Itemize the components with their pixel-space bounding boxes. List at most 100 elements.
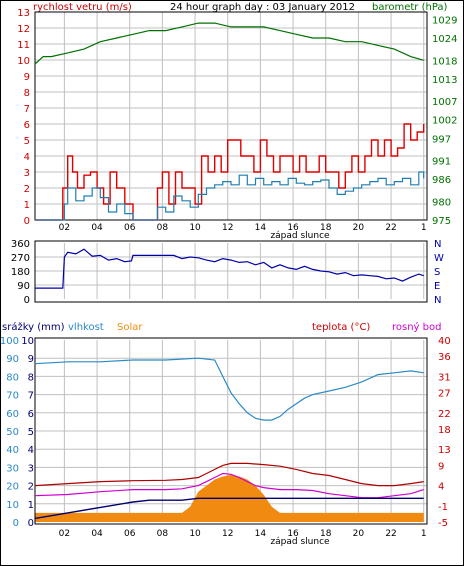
rain-tick: 4 bbox=[28, 445, 34, 456]
climate-panel-frame bbox=[34, 337, 428, 525]
x-tick-label: 10 bbox=[189, 223, 201, 233]
direction-panel-grid bbox=[35, 243, 427, 299]
direction-degree-ticks: 0 90 180 270 360 bbox=[11, 239, 30, 306]
climate-panel-grid bbox=[35, 340, 427, 522]
direction-panel-frame bbox=[34, 240, 428, 303]
rain-tick: 3 bbox=[28, 463, 34, 474]
temperature-ticks: -5 -1 4 9 13 18 22 27 31 36 40 bbox=[438, 336, 451, 529]
x-tick-label: 18 bbox=[320, 223, 332, 233]
humidity-tick: 30 bbox=[6, 463, 19, 474]
wind-speed-tick: 2 bbox=[24, 184, 30, 195]
solar-axis-label: Solar bbox=[117, 322, 143, 333]
wind-speed-tick: 13 bbox=[17, 8, 30, 19]
x-tick-label: 10 bbox=[189, 529, 201, 539]
wind-panel-frame bbox=[34, 11, 428, 221]
wind-speed-tick: 4 bbox=[24, 152, 30, 163]
humidity-tick: 100 bbox=[0, 336, 19, 347]
temperature-tick: 18 bbox=[438, 425, 451, 436]
sunset-label-top: západ slunce bbox=[270, 231, 330, 241]
wind-speed-tick: 1 bbox=[24, 200, 30, 211]
wind-speed-tick: 12 bbox=[17, 24, 30, 35]
direction-compass-tick: E bbox=[434, 281, 440, 292]
temperature-tick: 36 bbox=[438, 352, 451, 363]
rain-tick: 7 bbox=[28, 391, 34, 402]
x-tick-label: 14 bbox=[255, 223, 267, 233]
humidity-tick: 0 bbox=[13, 518, 19, 529]
rain-tick: 1 bbox=[28, 500, 34, 511]
x-tick-label: 08 bbox=[157, 223, 169, 233]
direction-degree-tick: 0 bbox=[24, 295, 30, 306]
humidity-tick: 90 bbox=[6, 354, 19, 365]
direction-compass-tick: N bbox=[434, 295, 441, 306]
temperature-tick: -1 bbox=[438, 502, 448, 513]
humidity-axis-label: vlhkost bbox=[68, 322, 104, 333]
temperature-tick: 27 bbox=[438, 389, 451, 400]
rain-line bbox=[34, 497, 424, 520]
x-tick-label: 12 bbox=[222, 529, 233, 539]
wind-speed-tick: 11 bbox=[17, 40, 30, 51]
x-tick-label: 04 bbox=[91, 529, 103, 539]
temperature-tick: 31 bbox=[438, 372, 451, 383]
rain-tick: 9 bbox=[28, 354, 34, 365]
x-tick-label: 22 bbox=[385, 529, 396, 539]
humidity-tick: 50 bbox=[6, 427, 19, 438]
temperature-line bbox=[34, 462, 424, 487]
pressure-tick: 1013 bbox=[432, 75, 457, 86]
sunset-label-bottom: západ slunce bbox=[270, 537, 330, 547]
temperature-tick: 4 bbox=[438, 482, 444, 493]
wind-gust-line bbox=[35, 123, 425, 221]
temperature-tick: -5 bbox=[438, 518, 448, 529]
wind-speed-tick: 3 bbox=[24, 168, 30, 179]
pressure-tick: 1002 bbox=[432, 116, 457, 127]
x-tick-label: 14 bbox=[255, 529, 267, 539]
direction-compass-tick: N bbox=[434, 239, 441, 250]
wind-panel-grid bbox=[35, 12, 427, 220]
wind-speed-tick: 9 bbox=[24, 72, 30, 83]
pressure-line bbox=[34, 22, 424, 65]
dewpoint-axis-label: rosný bod bbox=[392, 321, 441, 333]
x-tick-label: 02 bbox=[59, 223, 70, 233]
direction-degree-tick: 270 bbox=[11, 253, 30, 264]
rain-axis-label: srážky (mm) bbox=[2, 321, 65, 333]
rain-tick: 0 bbox=[28, 518, 34, 529]
direction-compass-tick: S bbox=[434, 267, 440, 278]
humidity-line bbox=[34, 357, 424, 421]
direction-compass-tick: W bbox=[434, 253, 444, 264]
humidity-tick: 10 bbox=[6, 500, 19, 511]
x-tick-label: 02 bbox=[59, 529, 70, 539]
humidity-tick: 20 bbox=[6, 482, 19, 493]
wind-speed-tick: 6 bbox=[24, 120, 30, 131]
chart-title: 24 hour graph day : 03 January 2012 bbox=[170, 2, 355, 13]
pressure-tick: 991 bbox=[432, 157, 451, 168]
x-tick-label: 06 bbox=[124, 223, 136, 233]
temperature-tick: 9 bbox=[438, 461, 444, 472]
humidity-tick: 60 bbox=[6, 409, 19, 420]
x-tick-label: 18 bbox=[320, 529, 332, 539]
pressure-ticks: 975 980 986 991 997 1002 1007 1013 1018 1024 1029 bbox=[432, 15, 457, 227]
wind-speed-tick: 5 bbox=[24, 136, 30, 147]
wind-axis-label: rychlost vetru (m/s) bbox=[33, 2, 132, 13]
pressure-tick: 1024 bbox=[432, 34, 457, 45]
wind-panel-x-ticks: 02 04 06 08 10 12 14 16 18 20 22 1 bbox=[59, 223, 427, 233]
x-tick-label: 16 bbox=[287, 529, 299, 539]
x-tick-label: 16 bbox=[287, 223, 299, 233]
temperature-tick: 13 bbox=[438, 445, 451, 456]
x-tick-label: 08 bbox=[157, 529, 169, 539]
pressure-tick: 975 bbox=[432, 216, 451, 227]
wind-speed-tick: 10 bbox=[17, 56, 30, 67]
x-tick-label: 12 bbox=[222, 223, 233, 233]
wind-speed-tick: 7 bbox=[24, 104, 30, 115]
humidity-tick: 70 bbox=[6, 391, 19, 402]
wind-speed-tick: 0 bbox=[24, 216, 30, 227]
rain-tick: 2 bbox=[28, 482, 34, 493]
x-tick-label: 20 bbox=[353, 223, 365, 233]
temperature-axis-label: teplota (°C) bbox=[312, 322, 370, 333]
pressure-tick: 1007 bbox=[432, 97, 457, 108]
x-tick-label: 06 bbox=[124, 529, 136, 539]
temperature-tick: 22 bbox=[438, 409, 451, 420]
